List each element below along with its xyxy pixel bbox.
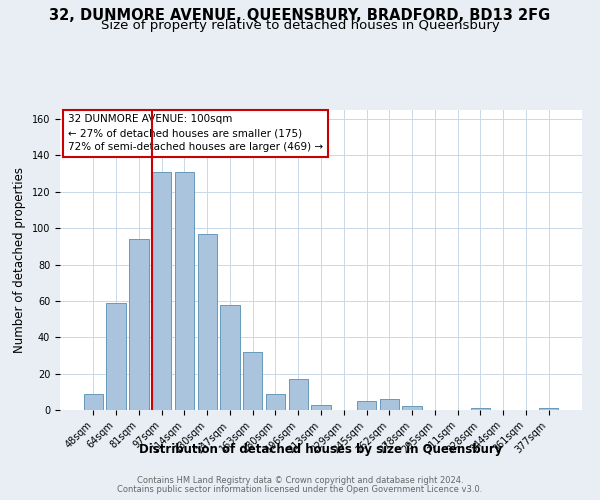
Bar bbox=[539, 408, 558, 410]
Bar bbox=[152, 172, 172, 410]
Bar bbox=[289, 379, 308, 410]
Bar bbox=[357, 401, 376, 410]
Text: 32, DUNMORE AVENUE, QUEENSBURY, BRADFORD, BD13 2FG: 32, DUNMORE AVENUE, QUEENSBURY, BRADFORD… bbox=[49, 8, 551, 22]
Text: Contains HM Land Registry data © Crown copyright and database right 2024.: Contains HM Land Registry data © Crown c… bbox=[137, 476, 463, 485]
Bar bbox=[197, 234, 217, 410]
Bar bbox=[220, 304, 239, 410]
Text: 32 DUNMORE AVENUE: 100sqm
← 27% of detached houses are smaller (175)
72% of semi: 32 DUNMORE AVENUE: 100sqm ← 27% of detac… bbox=[68, 114, 323, 152]
Bar bbox=[243, 352, 262, 410]
Text: Contains public sector information licensed under the Open Government Licence v3: Contains public sector information licen… bbox=[118, 485, 482, 494]
Bar bbox=[266, 394, 285, 410]
Bar bbox=[84, 394, 103, 410]
Text: Size of property relative to detached houses in Queensbury: Size of property relative to detached ho… bbox=[101, 18, 499, 32]
Text: Distribution of detached houses by size in Queensbury: Distribution of detached houses by size … bbox=[139, 442, 503, 456]
Bar bbox=[106, 302, 126, 410]
Bar bbox=[470, 408, 490, 410]
Bar bbox=[403, 406, 422, 410]
Bar bbox=[380, 399, 399, 410]
Bar bbox=[129, 239, 149, 410]
Bar bbox=[175, 172, 194, 410]
Bar bbox=[311, 404, 331, 410]
Y-axis label: Number of detached properties: Number of detached properties bbox=[13, 167, 26, 353]
